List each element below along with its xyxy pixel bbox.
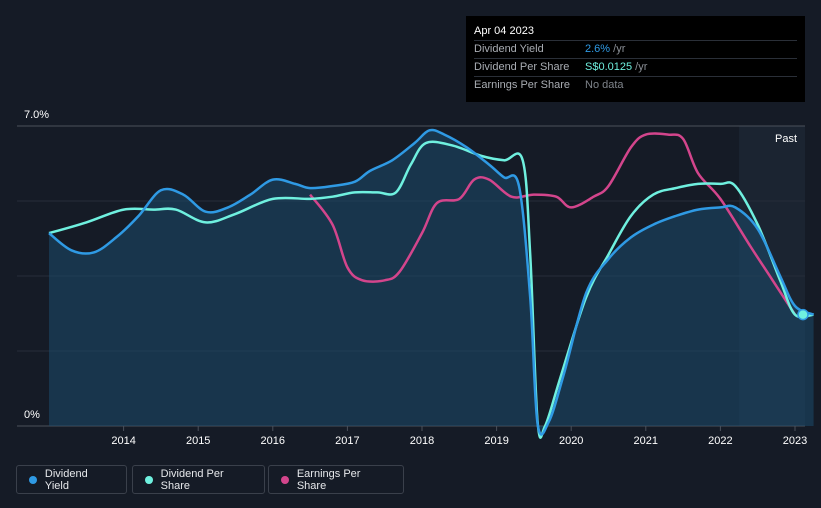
tooltip-value-wrap: 2.6% /yr (585, 41, 625, 58)
tooltip-value: S$0.0125 (585, 61, 633, 73)
tooltip-unit: /yr (632, 61, 648, 73)
x-tick-label: 2016 (261, 435, 285, 447)
tooltip-label: Dividend Yield (474, 43, 544, 55)
tooltip-value: No data (585, 79, 624, 91)
x-tick-label: 2017 (335, 435, 359, 447)
past-label: Past (775, 133, 797, 145)
tooltip-value: 2.6% (585, 43, 611, 55)
series-lines (48, 128, 815, 439)
legend-label: Dividend Per Share (160, 467, 224, 492)
legend-label: Dividend Yield (44, 467, 88, 492)
tooltip-row-dividend-yield: Dividend Yield 2.6% /yr (474, 40, 797, 58)
legend-earnings-per-share[interactable]: Earnings Per Share (268, 465, 404, 494)
x-tick-label: 2023 (783, 435, 807, 447)
tooltip-value-wrap: No data (585, 77, 624, 94)
tooltip-unit: /yr (610, 43, 626, 55)
tooltip-value-wrap: S$0.0125 /yr (585, 59, 647, 76)
tooltip-label: Earnings Per Share (474, 79, 570, 91)
y-axis-label-bottom: 0% (24, 409, 40, 421)
tooltip-date: Apr 04 2023 (474, 25, 534, 37)
x-tick-label: 2020 (559, 435, 583, 447)
current-value-marker[interactable] (797, 308, 809, 321)
dividend-per-share-line (48, 140, 814, 439)
legend-dividend-yield[interactable]: Dividend Yield (16, 465, 127, 494)
legend-label: Earnings Per Share (296, 467, 361, 492)
y-axis-label-top: 7.0% (24, 109, 49, 121)
legend-dot-icon (281, 475, 289, 484)
earnings-per-share-line (309, 132, 797, 316)
x-tick-label: 2019 (484, 435, 508, 447)
dividend-yield-line (48, 128, 815, 436)
x-tick-label: 2018 (410, 435, 434, 447)
x-tick-label: 2015 (186, 435, 210, 447)
x-tick-label: 2021 (634, 435, 658, 447)
tooltip-row-earnings-per-share: Earnings Per Share No data (474, 76, 797, 94)
legend-dividend-per-share[interactable]: Dividend Per Share (132, 465, 265, 494)
x-tick-label: 2014 (111, 435, 135, 447)
x-axis-ticks: 2014 2015 2016 2017 2018 2019 2020 2021 2022 2023 (111, 426, 807, 447)
tooltip-label: Dividend Per Share (474, 61, 570, 73)
legend-dot-icon (145, 475, 153, 484)
tooltip: Apr 04 2023 Dividend Yield 2.6% /yr Divi… (466, 16, 805, 102)
tooltip-row-dividend-per-share: Dividend Per Share S$0.0125 /yr (474, 58, 797, 76)
dividend-yield-area (49, 129, 814, 435)
x-tick-label: 2022 (708, 435, 732, 447)
legend-dot-icon (29, 475, 37, 484)
